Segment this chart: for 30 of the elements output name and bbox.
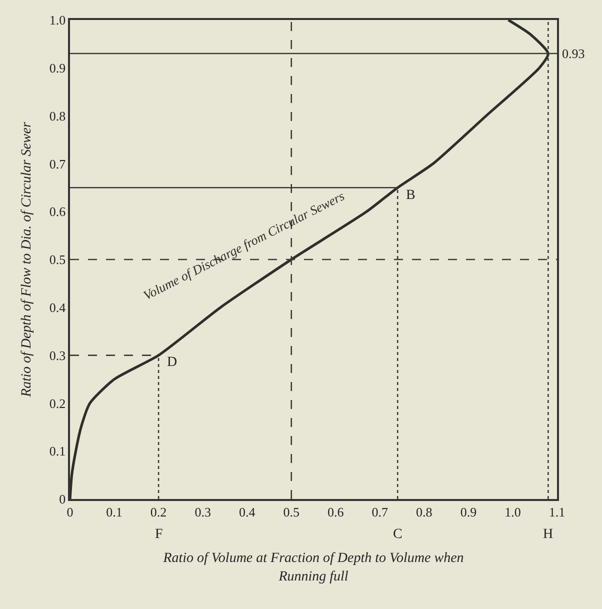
y-axis-title: Ratio of Depth of Flow to Dia. of Circular Sewer [20, 122, 34, 398]
ref-line-label: 0.93 [562, 46, 585, 61]
x-tick-label: 0.4 [238, 504, 256, 520]
x-tick-label: 0.5 [283, 504, 300, 520]
y-tick-label: 0.1 [49, 444, 66, 459]
annotation: C [393, 527, 402, 542]
y-tick-label: 0.9 [49, 60, 66, 76]
x-tick-label: 0.6 [328, 504, 344, 520]
y-tick-label: 0.8 [49, 108, 66, 124]
y-tick-label: 0.7 [49, 156, 66, 172]
x-tick-label: 0.9 [460, 504, 477, 520]
y-tick-label: 0 [59, 492, 66, 507]
y-tick-label: 0.2 [49, 396, 66, 411]
x-tick-label: 0.1 [106, 504, 122, 520]
x-tick-label: 0.2 [150, 504, 167, 520]
x-tick-label: 1.0 [504, 504, 521, 520]
y-tick-label: 0.6 [49, 204, 66, 220]
x-tick-label: 1.1 [548, 504, 566, 520]
y-tick-label: 0.5 [49, 252, 66, 268]
y-tick-label: 0.3 [49, 348, 66, 363]
x-axis-title: Ratio of Volume at Fraction of Depth to Volume when Running full [162, 551, 464, 584]
annotation: D [167, 355, 178, 370]
x-tick-label: 0.7 [372, 504, 389, 520]
x-tick-label: 0.8 [416, 504, 432, 520]
x-tick-label: 0.3 [194, 504, 211, 520]
annotation: B [406, 188, 416, 203]
y-tick-label: 1.0 [49, 12, 66, 28]
annotation: F [155, 527, 163, 542]
y-tick-label: 0.4 [49, 300, 66, 315]
annotation: H [543, 527, 554, 542]
